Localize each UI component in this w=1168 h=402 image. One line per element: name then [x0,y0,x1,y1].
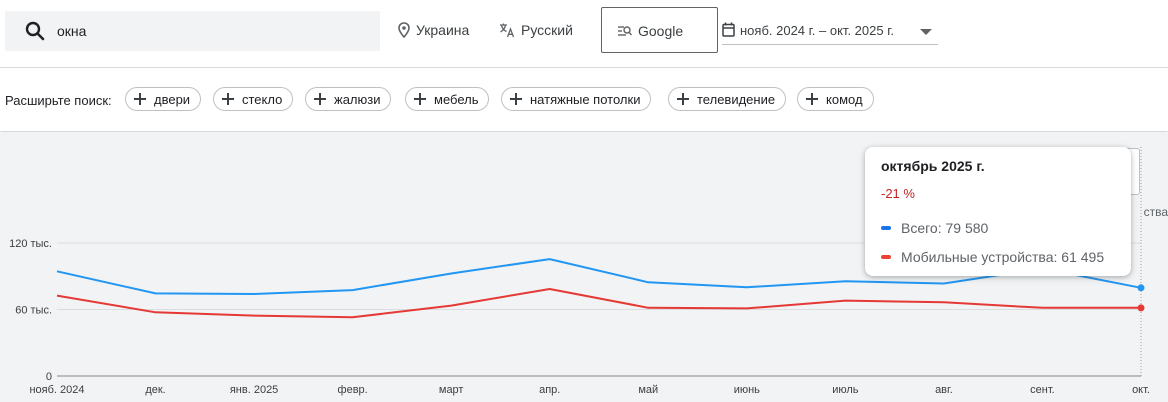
chip-label: телевидение [697,91,776,107]
plus-icon [806,93,818,105]
related-chip[interactable]: натяжные потолки [501,87,652,111]
series-swatch [881,255,891,259]
y-tick-label: 120 тыс. [9,238,52,250]
language-label: Русский [521,22,573,38]
x-tick-label: сент. [1030,384,1055,396]
calendar-icon [722,22,735,37]
chip-label: двери [154,91,191,107]
search-list-icon [618,26,632,36]
chip-label: стекло [242,91,283,107]
plus-icon [414,93,426,105]
related-chip[interactable]: телевидение [668,87,787,111]
x-tick-label: февр. [338,384,368,396]
x-tick-label: янв. 2025 [230,384,278,396]
date-range-label: нояб. 2024 г. – окт. 2025 г. [740,23,894,38]
tooltip-row-total: Всего: 79 580 [881,220,988,236]
series-line-mobile [56,288,1141,319]
x-tick-label: июнь [734,384,760,396]
related-chip[interactable]: стекло [213,87,294,111]
dropdown-arrow-icon [920,29,932,35]
y-tick-label: 0 [46,371,52,383]
data-point [1137,304,1145,312]
x-tick-label: окт. [1132,384,1150,396]
tooltip-mobile-label: Мобильные устройства: 61 495 [901,249,1105,265]
x-tick-label: авг. [935,384,953,396]
search-engine-label: Google [638,23,684,39]
x-tick-label: нояб. 2024 [29,384,84,396]
location-pin-icon [398,22,410,38]
translate-icon [500,23,515,38]
x-tick-label: март [439,384,464,396]
related-chip[interactable]: мебель [405,87,490,111]
x-tick-label: июль [832,384,859,396]
x-tick-label: апр. [539,384,560,396]
tooltip-total-label: Всего: 79 580 [901,220,989,236]
top-bar: окна Украина Русский Google [0,0,1168,68]
x-tick-label: май [638,384,658,396]
legend-cut-label: ства [1143,205,1168,219]
plus-icon [677,93,689,105]
chart-tooltip: октябрь 2025 г. -21 % Всего: 79 580 Моби… [865,147,1131,276]
x-tick-label: дек. [145,384,165,396]
region-label: Украина [416,22,470,38]
language-picker[interactable]: Русский [499,22,573,38]
chip-label: комод [826,91,863,107]
series-line-total [56,258,1142,295]
related-chip[interactable]: комод [797,87,874,111]
related-chip[interactable]: двери [125,87,202,111]
related-chip[interactable]: жалюзи [305,87,392,111]
plus-icon [134,93,146,105]
plus-icon [222,93,234,105]
search-input[interactable]: окна [57,23,87,39]
tooltip-row-mobile: Мобильные устройства: 61 495 [881,249,1104,265]
data-point [1137,284,1145,292]
chip-label: натяжные потолки [530,91,641,107]
chip-label: мебель [434,91,479,107]
plus-icon [510,93,522,105]
trend-chart-svg[interactable]: 0 60 тыс. 120 тыс. нояб. 2024 дек. янв. 2025 ф… [0,132,1168,402]
tooltip-title: октябрь 2025 г. [881,158,985,174]
expand-search-label: Расширьте поиск: [5,93,112,108]
tooltip-change: -21 % [881,186,915,201]
chip-label: жалюзи [334,91,381,107]
expand-search-bar: Расширьте поиск: двери стекло жалюзи меб… [0,68,1168,131]
y-tick-label: 60 тыс. [15,305,52,317]
search-engine-picker[interactable]: Google [601,7,718,53]
trend-chart: 0 60 тыс. 120 тыс. нояб. 2024 дек. янв. 2025 ф… [0,132,1168,402]
search-box[interactable]: окна [5,11,380,51]
region-picker[interactable]: Украина [398,22,469,38]
date-range-picker[interactable]: нояб. 2024 г. – окт. 2025 г. [722,20,938,45]
search-icon [25,21,45,41]
series-swatch [881,226,891,230]
plus-icon [314,93,326,105]
